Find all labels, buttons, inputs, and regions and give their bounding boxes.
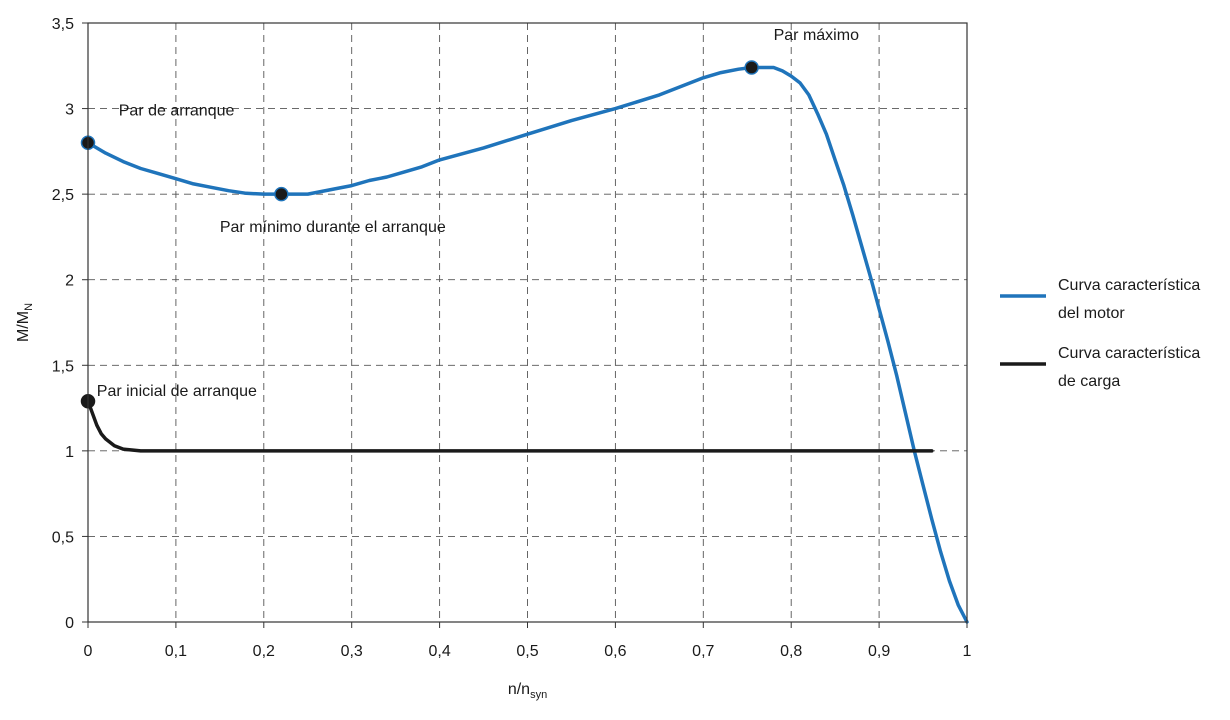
motor-curve-line xyxy=(86,65,969,624)
x-tick-label: 0,4 xyxy=(428,643,450,660)
annotation-label: Par máximo xyxy=(774,27,859,44)
data-point-marker xyxy=(274,186,289,202)
x-tick-label: 1 xyxy=(963,643,972,660)
legend-label-motor-line1: Curva característica xyxy=(1058,277,1200,294)
axis-ticks: 0 0,1 0,2 0,3 0,4 0,5 0,6 0,7 0,8 0,9 1 0 0,5 1 1,5 2 2,… xyxy=(52,16,972,660)
x-axis-label-main: n/n xyxy=(508,681,530,698)
data-markers xyxy=(80,60,759,409)
x-tick-label: 0,5 xyxy=(516,643,538,660)
y-tick-label: 2 xyxy=(65,273,74,290)
y-tick-label: 0,5 xyxy=(52,529,74,546)
y-tick-label: 3 xyxy=(65,102,74,119)
x-axis-label-sub: syn xyxy=(530,689,547,701)
y-axis-label: M/MN xyxy=(15,303,35,342)
x-tick-label: 0,1 xyxy=(165,643,187,660)
x-tick-label: 0,6 xyxy=(604,643,626,660)
data-point-marker xyxy=(744,60,759,75)
x-tick-label: 0,8 xyxy=(780,643,802,660)
y-tick-label: 1 xyxy=(65,444,74,461)
annotation-label: Par mínimo durante el arranque xyxy=(220,219,446,236)
y-tick-label: 2,5 xyxy=(52,187,74,204)
grid-lines xyxy=(88,23,967,622)
y-axis-label-sub: N xyxy=(23,303,35,311)
y-axis-label-main: M/M xyxy=(15,311,32,342)
legend-label-load-line1: Curva característica xyxy=(1058,345,1200,362)
x-tick-label: 0,2 xyxy=(253,643,275,660)
annotation-label: Par de arranque xyxy=(119,102,235,119)
legend-label-motor-line2: del motor xyxy=(1058,305,1125,322)
legend-label-load-line2: de carga xyxy=(1058,373,1120,390)
series-lines xyxy=(86,65,969,624)
y-tick-label: 1,5 xyxy=(52,358,74,375)
x-tick-label: 0,3 xyxy=(341,643,363,660)
x-tick-label: 0 xyxy=(84,643,93,660)
load-curve-line xyxy=(86,399,934,453)
y-tick-label: 0 xyxy=(65,615,74,632)
annotations: Par de arranque Par mínimo durante el arr… xyxy=(97,27,859,400)
x-tick-label: 0,9 xyxy=(868,643,890,660)
annotation-label: Par inicial de arranque xyxy=(97,383,257,400)
x-axis-label: n/nsyn xyxy=(508,681,547,701)
legend: Curva característica del motor Curva car… xyxy=(1000,277,1200,390)
x-tick-label: 0,7 xyxy=(692,643,714,660)
y-tick-label: 3,5 xyxy=(52,16,74,33)
